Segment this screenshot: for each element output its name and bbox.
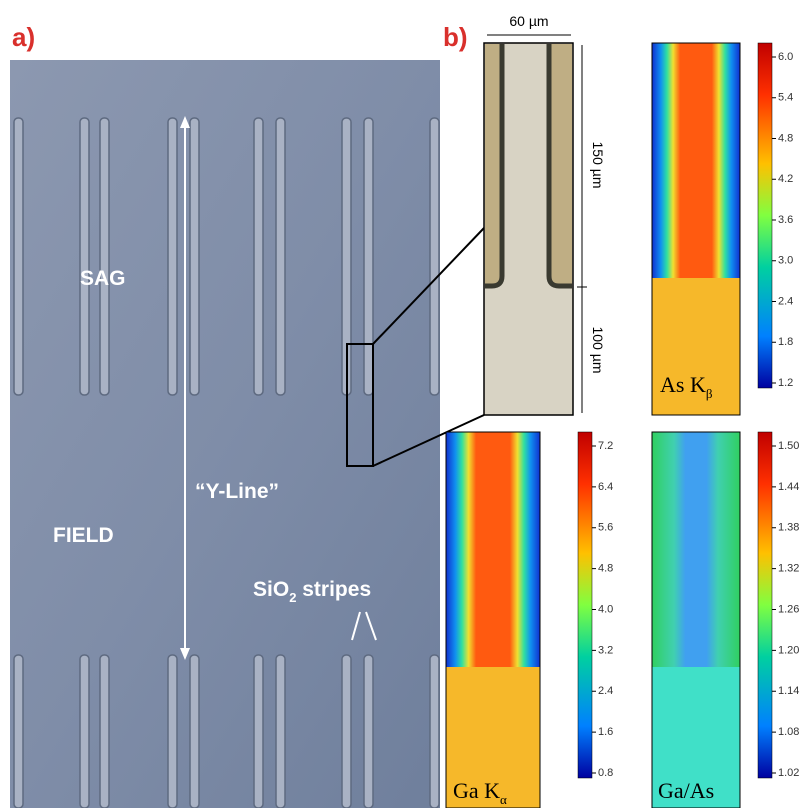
oxide-stripe [276,655,285,808]
oxide-stripe [168,655,177,808]
colorbar [758,43,772,388]
subscript: 2 [289,590,296,605]
colorbar-tick-label: 6.4 [598,481,613,493]
map-region [652,43,740,278]
colorbar-tick-label: 5.4 [778,92,793,104]
dimension-label: 100 µm [590,327,606,374]
colorbar-tick-label: 1.08 [778,726,799,738]
colorbar-tick-label: 2.4 [778,295,793,307]
oxide-stripe [100,655,109,808]
colorbar [578,432,592,778]
inset-region [485,44,501,284]
oxide-stripe [14,118,23,395]
oxide-stripe [276,118,285,395]
oxide-stripe [190,118,199,395]
dimension-label: 150 µm [590,142,606,189]
colorbar-tick-label: 6.0 [778,51,793,63]
micrograph [10,60,440,808]
subscript: β [706,386,713,401]
figure: a) SAG FIELD “Y-Line” SiO2 stripes b) 60… [0,0,808,808]
map: Ga Kα [446,432,540,808]
colorbar-tick-label: 1.8 [778,336,793,348]
oxide-stripe [254,118,263,395]
colorbar-tick-label: 3.0 [778,255,793,267]
oxide-stripe [168,118,177,395]
colorbar-tick-label: 1.20 [778,644,799,656]
map-label: As Kβ [660,372,713,401]
inset-region [551,44,572,284]
oxide-stripe [430,655,439,808]
map-label: Ga/As [658,778,714,803]
oxide-stripe [364,118,373,395]
colorbar-tick-label: 5.6 [598,522,613,534]
y-line-label: “Y-Line” [195,480,279,503]
colorbar-tick-label: 1.14 [778,685,799,697]
text: stripes [296,578,371,601]
colorbar-tick-label: 4.2 [778,173,793,185]
text: Ga K [453,778,500,803]
oxide-stripe [254,655,263,808]
colorbar-tick-label: 7.2 [598,440,613,452]
oxide-stripe [342,655,351,808]
stripes-label: SiO2 stripes [253,578,371,605]
colorbar-tick-label: 3.6 [778,214,793,226]
colorbar-tick-label: 4.8 [778,132,793,144]
oxide-stripe [100,118,109,395]
region-label: FIELD [53,524,114,547]
oxide-stripe [14,655,23,808]
colorbar-tick-label: 4.0 [598,603,613,615]
oxide-stripe [80,655,89,808]
dimension-label: 60 µm [509,13,548,29]
oxide-stripe [364,655,373,808]
colorbar-tick-label: 1.6 [598,726,613,738]
colorbar-tick-label: 1.2 [778,377,793,389]
colorbar-tick-label: 1.26 [778,603,799,615]
subscript: α [500,792,507,807]
map: Ga/As [652,432,740,808]
colorbar-tick-label: 1.44 [778,481,799,493]
panel-label: a) [12,22,35,52]
oxide-stripe [80,118,89,395]
colorbar-tick-label: 2.4 [598,685,613,697]
colorbar [758,432,772,778]
region-label: SAG [80,267,126,290]
map-label: Ga Kα [453,778,507,807]
text: SiO [253,578,289,601]
colorbar-tick-label: 1.32 [778,563,799,575]
colorbar-tick-label: 4.8 [598,563,613,575]
text: As K [660,372,706,397]
colorbar-tick-label: 3.2 [598,644,613,656]
oxide-stripe [430,118,439,395]
panel-label: b) [443,22,468,52]
map-region [446,432,540,667]
map-region [652,432,740,667]
colorbar-tick-label: 0.8 [598,767,613,779]
colorbar-tick-label: 1.02 [778,767,799,779]
colorbar-tick-label: 1.38 [778,522,799,534]
oxide-stripe [190,655,199,808]
map: As Kβ [652,43,740,415]
colorbar-tick-label: 1.50 [778,440,799,452]
